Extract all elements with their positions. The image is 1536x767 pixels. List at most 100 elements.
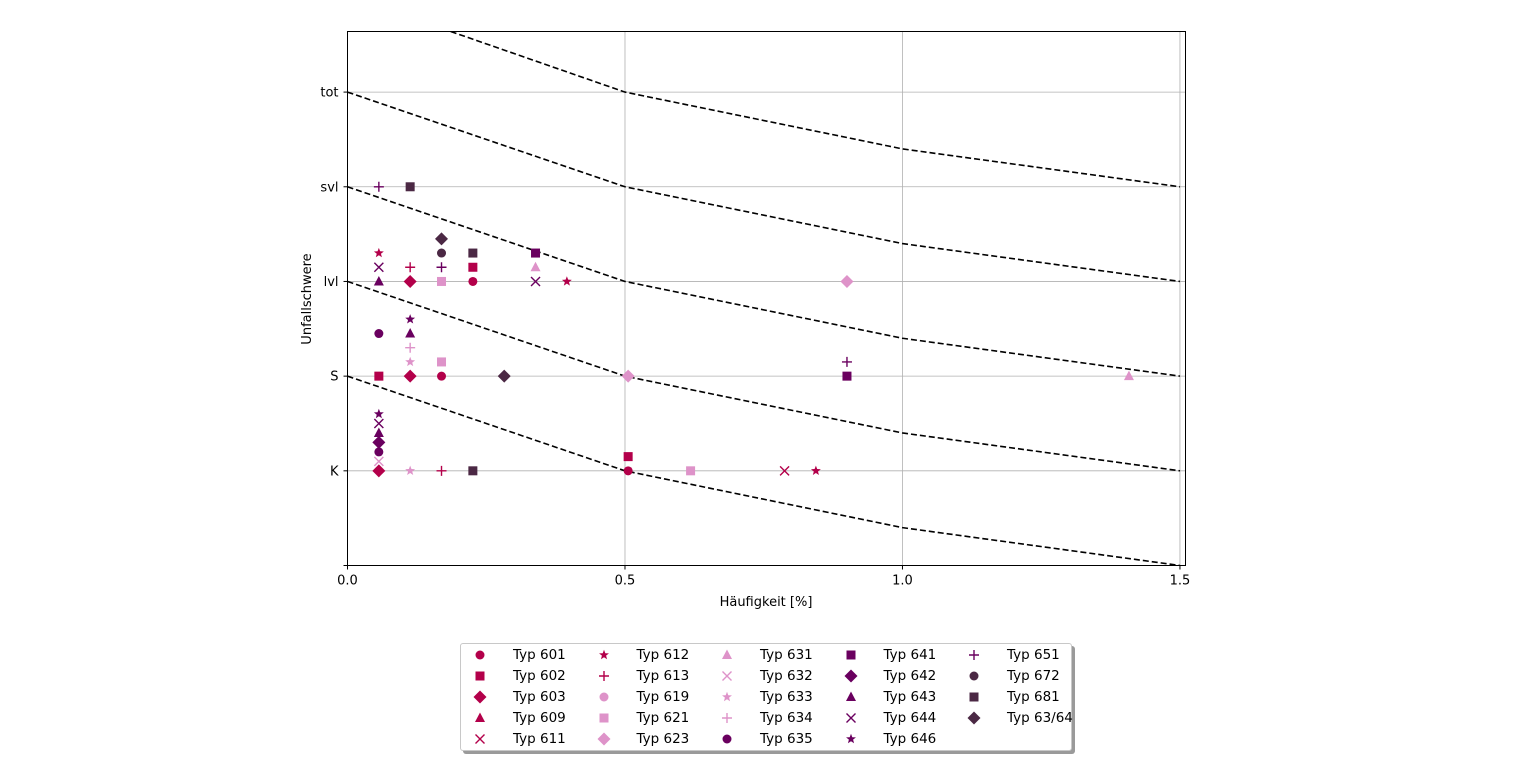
legend-marker-icon xyxy=(598,671,609,681)
legend-marker xyxy=(599,713,608,723)
data-point-typ-603 xyxy=(372,464,386,478)
legend-marker xyxy=(722,649,732,659)
legend-label: Typ 681 xyxy=(1007,689,1060,705)
data-point-typ-641 xyxy=(842,371,852,381)
legend-label: Typ 63/64 xyxy=(1007,710,1073,726)
data-point-typ-612 xyxy=(561,276,572,286)
legend-label: Typ 602 xyxy=(513,668,566,684)
legend-marker xyxy=(845,713,856,723)
data-point-typ-651 xyxy=(373,181,384,192)
data-point-typ-632 xyxy=(373,456,384,467)
legend-item-typ-635: Typ 635 xyxy=(716,729,813,749)
legend-marker-icon xyxy=(969,650,979,660)
legend-marker-icon xyxy=(722,734,732,744)
legend-marker xyxy=(722,713,732,723)
legend-marker-icon xyxy=(845,691,856,701)
legend-marker xyxy=(967,711,981,725)
risk-boundary-line xyxy=(347,91,1181,283)
data-point-typ-646 xyxy=(373,408,384,419)
data-point-typ-631 xyxy=(530,261,541,272)
legend-marker xyxy=(722,671,732,681)
legend-label: Typ 632 xyxy=(760,668,813,684)
legend-item-typ-602: Typ 602 xyxy=(469,666,566,686)
legend-item-typ-631: Typ 631 xyxy=(716,645,813,665)
data-point-typ-623 xyxy=(621,369,635,383)
y-tick-label: svl xyxy=(320,180,338,195)
data-point-typ-651 xyxy=(436,262,447,273)
risk-boundary-lines xyxy=(347,31,1181,566)
legend-marker xyxy=(473,690,487,704)
plot-frame xyxy=(347,31,1186,566)
legend-item-typ-611: Typ 611 xyxy=(469,729,566,749)
legend-marker-icon xyxy=(967,711,981,725)
legend-marker-icon xyxy=(722,691,732,702)
x-tick-label: 0.0 xyxy=(337,574,358,589)
legend-item-typ-672: Typ 672 xyxy=(963,666,1060,686)
legend-marker xyxy=(599,692,608,702)
x-tick-label: 1.0 xyxy=(892,574,913,589)
data-point-typ-644 xyxy=(373,262,384,273)
legend-label: Typ 611 xyxy=(513,731,566,747)
legend-marker-icon xyxy=(598,649,609,660)
legend-label: Typ 635 xyxy=(760,731,813,747)
legend-marker xyxy=(598,671,609,681)
data-point-typ-635 xyxy=(374,447,384,457)
legend-marker-icon xyxy=(846,650,855,660)
legend-marker-icon xyxy=(845,733,856,744)
legend-marker xyxy=(969,650,979,660)
x-tick-label: 0.5 xyxy=(615,574,636,589)
legend-item-typ-621: Typ 621 xyxy=(593,708,689,728)
data-point-typ-602 xyxy=(468,262,478,272)
y-tick-label: S xyxy=(330,370,338,385)
legend-item-typ-609: Typ 609 xyxy=(469,708,566,728)
legend-marker-icon xyxy=(599,713,608,723)
data-point-typ-611 xyxy=(779,465,790,476)
data-point-typ-621 xyxy=(437,357,447,367)
legend-item-typ-634: Typ 634 xyxy=(716,708,813,728)
legend-item-typ-646: Typ 646 xyxy=(840,729,936,749)
legend-marker xyxy=(846,650,855,660)
data-point-typ-646 xyxy=(405,314,416,324)
grid-lines xyxy=(347,31,1186,566)
data-point-typ-651 xyxy=(841,356,852,367)
legend-marker-icon xyxy=(845,713,856,723)
legend-marker xyxy=(475,650,485,660)
legend-item-typ-601: Typ 601 xyxy=(469,645,566,665)
data-point-typ-633 xyxy=(405,465,416,476)
legend-marker xyxy=(845,733,856,744)
legend-marker-icon xyxy=(597,732,610,746)
legend-marker-icon xyxy=(722,649,732,659)
legend-marker xyxy=(969,692,979,702)
legend-marker xyxy=(475,734,485,744)
legend-item-typ-612: Typ 612 xyxy=(593,645,690,665)
data-point-typ-644 xyxy=(373,418,384,429)
legend-label: Typ 603 xyxy=(513,689,566,705)
data-point-typ-612 xyxy=(373,247,384,258)
x-axis-ticks: 0.0 0.5 1.0 1.5 xyxy=(337,565,1190,589)
data-point-typ-602 xyxy=(374,371,384,381)
y-tick-label: lvl xyxy=(324,275,339,290)
legend-label: Typ 651 xyxy=(1007,647,1060,663)
legend-item-typ-643: Typ 643 xyxy=(840,687,936,707)
legend-label: Typ 644 xyxy=(883,710,937,726)
data-point-typ-612 xyxy=(810,465,821,476)
data-point-typ-681 xyxy=(468,248,478,258)
legend-label: Typ 601 xyxy=(513,647,566,663)
y-axis-label: Unfallschwere xyxy=(300,253,315,344)
data-point-typ-643 xyxy=(405,328,416,338)
legend-label: Typ 619 xyxy=(636,689,690,705)
legend-label: Typ 612 xyxy=(636,647,690,663)
data-point-typ-681 xyxy=(468,466,478,476)
legend-marker xyxy=(597,732,610,746)
legend-label: Typ 642 xyxy=(883,668,937,684)
legend-marker xyxy=(475,671,485,681)
legend-label: Typ 609 xyxy=(513,710,566,726)
legend-marker-icon xyxy=(473,690,487,704)
data-point-typ-642 xyxy=(372,435,386,449)
legend-label: Typ 633 xyxy=(760,689,813,705)
data-point-typ-603 xyxy=(403,274,417,288)
data-point-typ-635 xyxy=(374,329,384,339)
data-markers xyxy=(372,181,1134,478)
